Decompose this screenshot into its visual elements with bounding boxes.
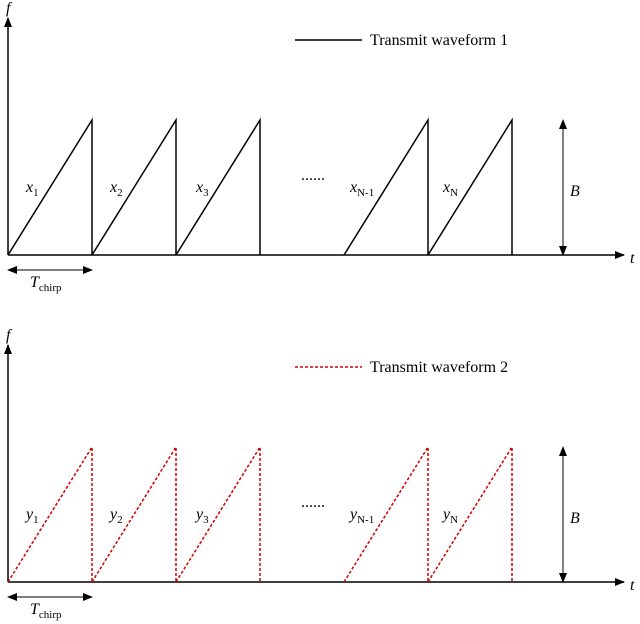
chirp-label: y2 — [108, 506, 123, 526]
chirp-label: x1 — [25, 179, 39, 199]
chirp-label-base: y — [348, 506, 358, 523]
chirp-label-base: x — [109, 179, 117, 196]
duration-label: Tchirp — [30, 601, 62, 621]
chirp-label-sub: 3 — [203, 187, 209, 199]
chirp-label: yN — [441, 506, 458, 526]
chirp-label-sub: 2 — [117, 514, 123, 526]
chirp — [175, 117, 261, 256]
ellipsis: ...... — [301, 167, 325, 184]
chirp-label-base: x — [195, 179, 203, 196]
chirp-label-base: y — [441, 506, 451, 523]
chirp-label-base: x — [442, 179, 450, 196]
chirp-label: yN-1 — [348, 506, 374, 526]
chirp-label: x3 — [195, 179, 209, 199]
duration-label: Tchirp — [30, 274, 62, 294]
bandwidth-label: B — [570, 510, 580, 527]
chirp — [343, 117, 429, 256]
chirp-label-base: x — [25, 179, 33, 196]
chirp-label-sub: N-1 — [357, 514, 374, 526]
axis-label-y: f — [6, 327, 13, 344]
chirp — [7, 117, 93, 256]
chirp-label-sub: 1 — [33, 187, 39, 199]
chirp-label: y1 — [24, 506, 39, 526]
chirp-label-sub: N — [450, 187, 458, 199]
chirp — [427, 117, 513, 256]
chirp-label: x2 — [109, 179, 123, 199]
chirp-label-sub: 2 — [117, 187, 123, 199]
chirp-label-sub: 1 — [33, 514, 39, 526]
chirp-label-base: y — [194, 506, 204, 523]
chirp-label-sub: 3 — [203, 514, 209, 526]
chirp-label-base: y — [24, 506, 34, 523]
chirp-label-sub: N-1 — [357, 187, 374, 199]
chirp-label-base: x — [349, 179, 357, 196]
chirp-label: xN-1 — [349, 179, 374, 199]
chirp — [91, 117, 177, 256]
axis-label-x: t — [630, 250, 635, 267]
legend-label: Transmit waveform 2 — [370, 359, 508, 376]
axis-label-x: t — [630, 577, 635, 594]
chirp-label-base: y — [108, 506, 118, 523]
duration-label-sub: chirp — [39, 282, 62, 294]
chirp-label-sub: N — [450, 514, 458, 526]
legend-label: Transmit waveform 1 — [370, 32, 508, 49]
duration-label-base: T — [30, 274, 40, 291]
axis-label-y: f — [6, 0, 13, 17]
ellipsis: ...... — [301, 494, 325, 511]
chirp — [343, 444, 429, 583]
chirp — [427, 444, 513, 583]
chirp-label: y3 — [194, 506, 209, 526]
chirp-label: xN — [442, 179, 458, 199]
duration-label-sub: chirp — [39, 609, 62, 621]
chirp — [7, 444, 93, 583]
duration-label-base: T — [30, 601, 40, 618]
chirp — [91, 444, 177, 583]
chirp — [175, 444, 261, 583]
bandwidth-label: B — [570, 183, 580, 200]
